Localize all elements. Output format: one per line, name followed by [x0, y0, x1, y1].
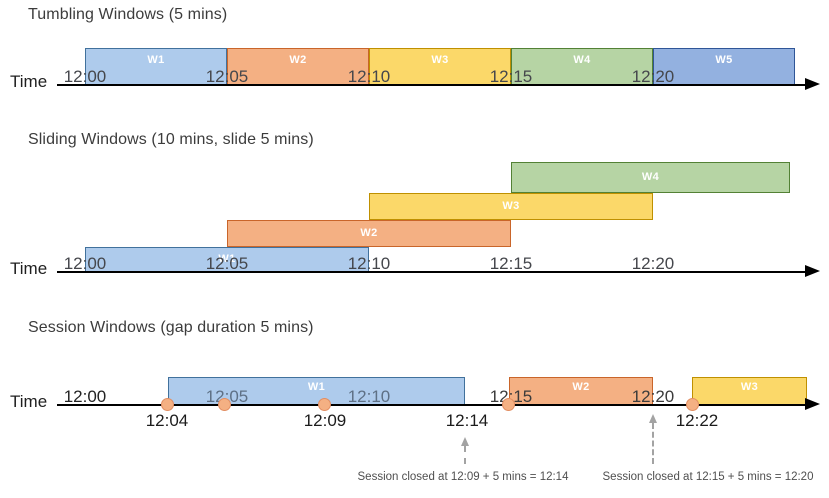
time-axis-session [57, 404, 806, 406]
tick-label: 12:15 [489, 387, 533, 406]
window-label: W5 [715, 54, 733, 66]
sliding-window-w2 [227, 220, 511, 247]
event-time-label: 12:09 [303, 411, 347, 430]
tick-label: 12:20 [631, 254, 675, 273]
dashed-arrow-head-icon [461, 437, 469, 446]
event-dot [318, 398, 331, 411]
tick-label: 12:15 [489, 254, 533, 273]
window-label: W2 [360, 227, 378, 239]
event-time-label: 12:04 [145, 411, 189, 430]
session-closed-annotation: Session closed at 12:09 + 5 mins = 12:14 [357, 471, 569, 483]
sliding-window-w3 [369, 193, 653, 220]
event-time-label: 12:22 [675, 411, 719, 430]
axis-arrowhead-icon [805, 265, 820, 277]
event-time-label: 12:14 [445, 411, 489, 430]
window-label: W4 [573, 54, 591, 66]
time-axis-label-tumbling: Time [10, 72, 48, 91]
tick-label: 12:15 [489, 67, 533, 86]
window-label: W3 [502, 200, 520, 212]
event-dot [502, 398, 515, 411]
event-dot [686, 398, 699, 411]
section-title-sliding: Sliding Windows (10 mins, slide 5 mins) [28, 131, 314, 148]
tumbling-window-w1 [85, 48, 227, 85]
tick-label: 12:00 [63, 67, 107, 86]
time-axis-sliding [57, 271, 806, 273]
tick-label: 12:20 [631, 387, 675, 406]
window-label: W1 [307, 381, 326, 393]
window-label: W1 [218, 253, 236, 265]
tick-label: 12:00 [63, 387, 107, 406]
section-title-session: Session Windows (gap duration 5 mins) [28, 319, 314, 336]
window-label: W1 [147, 54, 165, 66]
time-axis-label-session: Time [10, 392, 48, 411]
sliding-window-w4 [511, 162, 790, 193]
tick-label: 12:10 [347, 387, 391, 406]
window-label: W3 [431, 54, 449, 66]
event-dot [218, 398, 231, 411]
tick-label: 12:00 [63, 254, 107, 273]
session-closed-annotation: Session closed at 12:15 + 5 mins = 12:20 [602, 471, 814, 483]
window-label: W4 [641, 171, 660, 183]
window-label: W3 [740, 381, 759, 393]
event-dot [161, 398, 174, 411]
tumbling-window-w2 [227, 48, 369, 85]
axis-arrowhead-icon [805, 398, 820, 410]
window-label: W2 [572, 381, 590, 393]
sliding-window-w1 [85, 247, 369, 272]
tumbling-window-w4 [511, 48, 653, 85]
dashed-arrow-head-icon [649, 414, 657, 423]
time-axis-tumbling [57, 84, 806, 86]
session-window-w2 [509, 377, 653, 405]
window-label: W2 [289, 54, 307, 66]
axis-arrowhead-icon [805, 78, 820, 90]
dashed-arrow [464, 446, 466, 464]
tick-label: 12:05 [205, 254, 249, 273]
tick-label: 12:20 [631, 67, 675, 86]
tick-label: 12:10 [347, 254, 391, 273]
dashed-arrow [652, 423, 654, 464]
time-axis-label-sliding: Time [10, 259, 48, 278]
tick-label: 12:05 [205, 387, 249, 406]
section-title-tumbling: Tumbling Windows (5 mins) [28, 6, 228, 23]
tick-label: 12:10 [347, 67, 391, 86]
tick-label: 12:05 [205, 67, 249, 86]
